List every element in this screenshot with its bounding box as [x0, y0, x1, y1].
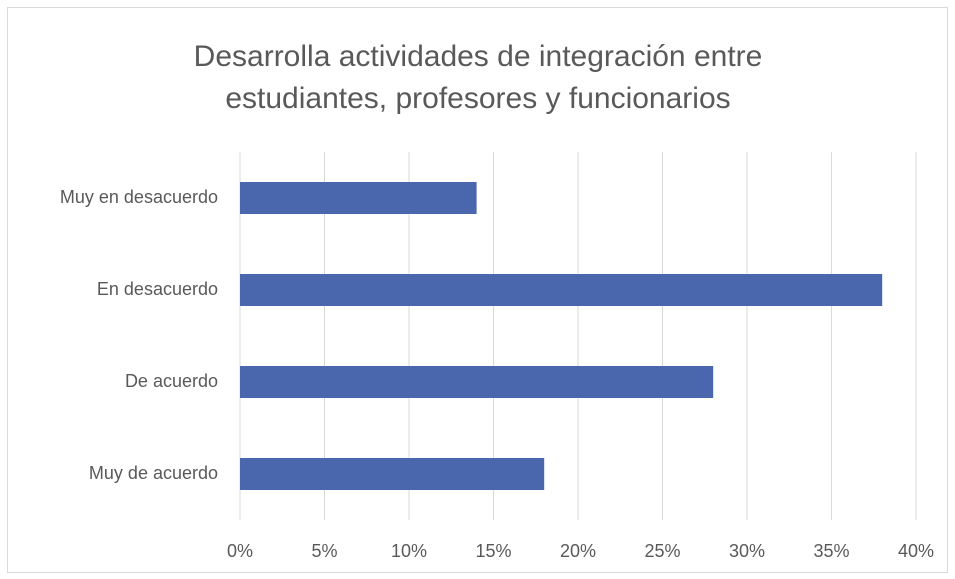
chart-title: Desarrolla actividades de integración en…: [194, 40, 763, 73]
bar: [240, 274, 883, 306]
y-tick-label: Muy en desacuerdo: [60, 187, 218, 207]
x-tick-label: 0%: [227, 541, 253, 561]
chart-title: estudiantes, profesores y funcionarios: [225, 82, 730, 115]
bar: [240, 366, 714, 398]
y-tick-label: Muy de acuerdo: [89, 463, 218, 483]
x-tick-label: 10%: [391, 541, 427, 561]
x-tick-label: 35%: [813, 541, 849, 561]
y-tick-label: De acuerdo: [125, 371, 218, 391]
x-tick-label: 40%: [898, 541, 934, 561]
x-tick-label: 5%: [311, 541, 337, 561]
x-tick-label: 20%: [560, 541, 596, 561]
x-tick-label: 25%: [644, 541, 680, 561]
bar: [240, 458, 545, 490]
x-tick-label: 30%: [729, 541, 765, 561]
bar: [240, 182, 477, 214]
y-tick-label: En desacuerdo: [97, 279, 218, 299]
x-tick-label: 15%: [475, 541, 511, 561]
